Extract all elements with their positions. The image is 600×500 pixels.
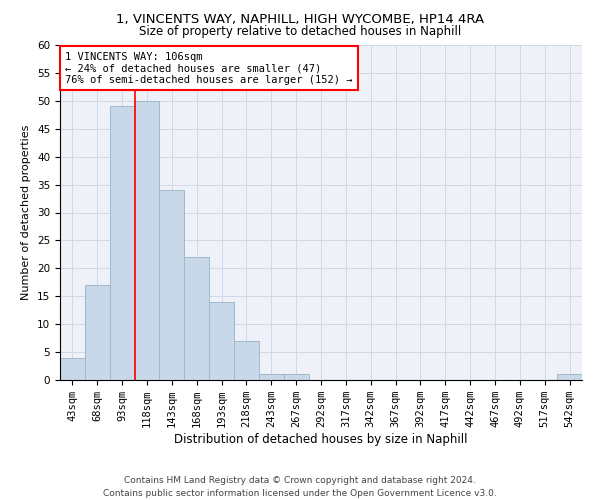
Bar	[184, 257, 209, 380]
Text: 1 VINCENTS WAY: 106sqm
← 24% of detached houses are smaller (47)
76% of semi-det: 1 VINCENTS WAY: 106sqm ← 24% of detached…	[65, 52, 353, 85]
Bar	[85, 285, 110, 380]
Bar	[110, 106, 134, 380]
Bar	[284, 374, 308, 380]
Bar	[209, 302, 234, 380]
Bar	[259, 374, 284, 380]
Y-axis label: Number of detached properties: Number of detached properties	[22, 125, 31, 300]
Bar	[160, 190, 184, 380]
Bar	[60, 358, 85, 380]
X-axis label: Distribution of detached houses by size in Naphill: Distribution of detached houses by size …	[174, 433, 468, 446]
Bar	[557, 374, 582, 380]
Text: 1, VINCENTS WAY, NAPHILL, HIGH WYCOMBE, HP14 4RA: 1, VINCENTS WAY, NAPHILL, HIGH WYCOMBE, …	[116, 12, 484, 26]
Text: Contains HM Land Registry data © Crown copyright and database right 2024.
Contai: Contains HM Land Registry data © Crown c…	[103, 476, 497, 498]
Bar	[134, 101, 160, 380]
Text: Size of property relative to detached houses in Naphill: Size of property relative to detached ho…	[139, 25, 461, 38]
Bar	[234, 341, 259, 380]
